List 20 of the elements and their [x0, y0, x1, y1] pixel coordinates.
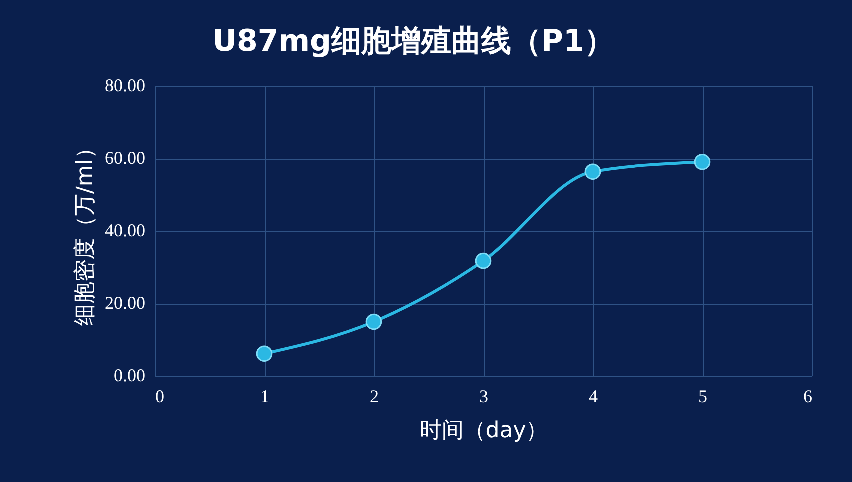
x-axis-title: 时间（day）: [420, 418, 548, 444]
x-tick-label: 5: [698, 386, 708, 406]
x-tick-label: 2: [370, 386, 379, 406]
x-tick-label: 4: [589, 386, 598, 406]
y-tick-label: 40.00: [105, 220, 146, 240]
y-tick-label: 0.00: [114, 366, 146, 386]
y-tick-label: 20.00: [105, 293, 146, 313]
y-axis-title: 细胞密度（万/ml）: [73, 137, 98, 326]
point: [694, 154, 711, 170]
point: [475, 252, 492, 270]
chart-title: U87mg细胞增殖曲线（P1）: [212, 24, 614, 59]
point: [584, 164, 602, 180]
point: [256, 346, 273, 362]
x-tick-label: 1: [260, 386, 270, 406]
point: [366, 314, 382, 330]
x-tick-label: 3: [480, 386, 488, 406]
y-tick-label: 60.00: [105, 148, 146, 168]
x-tick-label: 0: [156, 386, 164, 406]
x-tick-label: 6: [804, 386, 812, 406]
y-tick-label: 80.00: [105, 76, 146, 96]
